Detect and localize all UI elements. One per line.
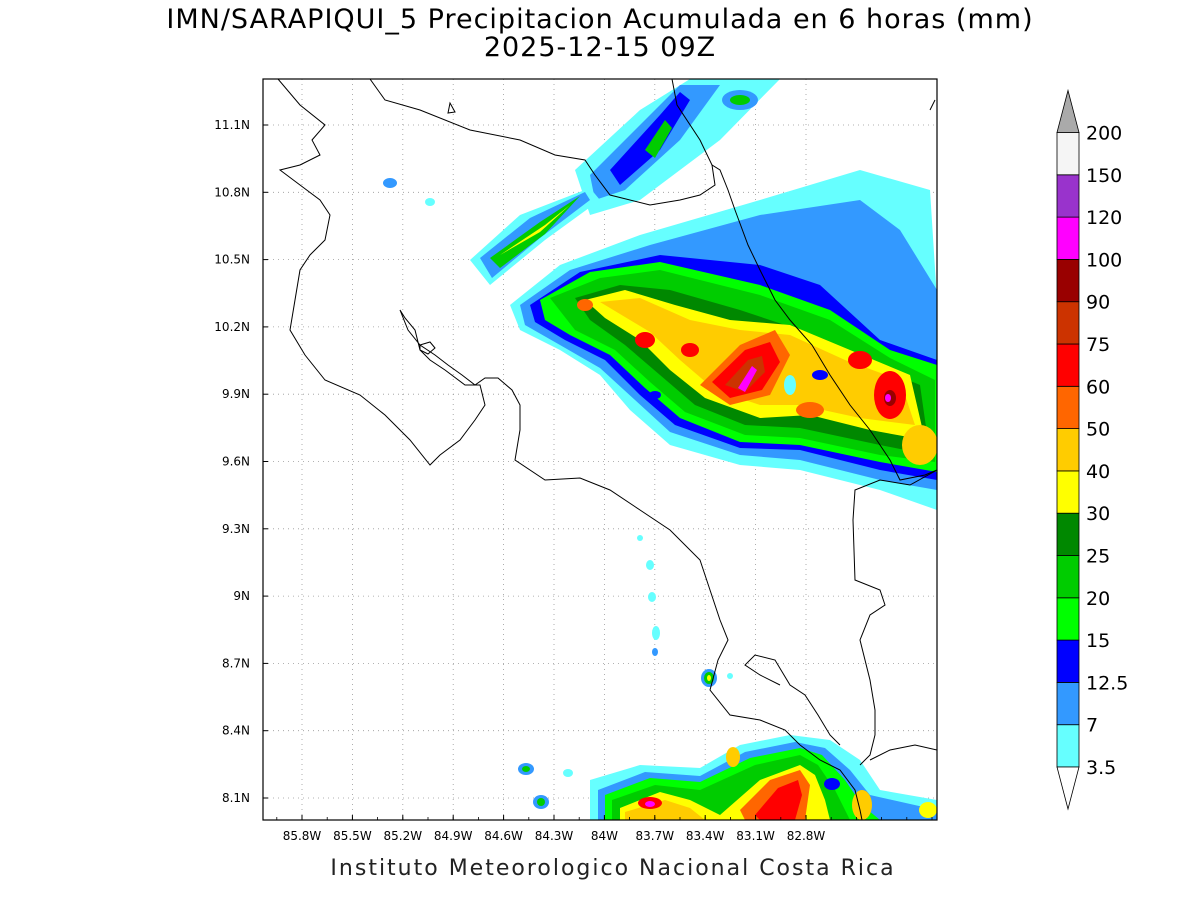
- rain-cells-scattered: [637, 535, 733, 687]
- lat-tick-label: 10.2N: [214, 320, 250, 334]
- colorbar-label: 60: [1086, 376, 1110, 398]
- map-title: IMN/SARAPIQUI_5 Precipitacion Acumulada …: [166, 4, 1034, 35]
- rain-band-10-6n: [383, 178, 600, 285]
- colorbar-label: 30: [1086, 503, 1110, 525]
- colorbar-swatch: [1056, 682, 1080, 726]
- lon-tick-label: 85.8W: [283, 829, 322, 843]
- colorbar-swatch: [1056, 258, 1080, 303]
- colorbar-label: 90: [1086, 292, 1110, 314]
- lon-tick-label: 84.9W: [434, 829, 473, 843]
- colorbar-label: 20: [1086, 588, 1110, 610]
- rain-band-main: [510, 170, 937, 510]
- colorbar-swatch: [1056, 597, 1080, 641]
- lon-tick-label: 85.2W: [384, 829, 423, 843]
- lat-tick-label: 11.1N: [214, 118, 250, 132]
- lat-tick-label: 9.3N: [222, 522, 250, 536]
- tick-marks: [263, 124, 933, 820]
- colorbar-swatch: [1056, 216, 1080, 260]
- colorbar-swatch: [1056, 512, 1080, 556]
- colorbar-label: 7: [1086, 715, 1098, 737]
- colorbar-label: 25: [1086, 546, 1110, 568]
- colorbar-swatch: [1056, 639, 1080, 683]
- colorbar-swatch: [1056, 724, 1080, 768]
- colorbar-label: 50: [1086, 419, 1110, 441]
- plot-frame: [262, 78, 938, 821]
- colorbar-swatch: [1056, 301, 1080, 345]
- footer-credit: Instituto Meteorologico Nacional Costa R…: [330, 856, 896, 881]
- colorbar-label: 150: [1086, 165, 1122, 187]
- lon-tick-label: 84.3W: [535, 829, 574, 843]
- colorbar-swatch: [1056, 470, 1080, 514]
- longitude-labels: 85.8W 85.5W 85.2W 84.9W 84.6W 84.3W 84W 83.7W 83…: [283, 829, 826, 843]
- colorbar-swatch: [1056, 555, 1080, 599]
- lat-tick-label: 10.5N: [214, 253, 250, 267]
- lon-tick-label: 82.8W: [787, 829, 826, 843]
- colorbar-label: 100: [1086, 249, 1122, 271]
- coastlines-borders: [277, 79, 937, 820]
- lon-tick-label: 83.7W: [636, 829, 675, 843]
- colorbar-swatch: [1056, 343, 1080, 387]
- colorbar-swatch: [1056, 428, 1080, 472]
- lat-tick-label: 9N: [233, 589, 250, 603]
- lat-tick-label: 9.6N: [222, 455, 250, 469]
- colorbar-swatch: [1056, 385, 1080, 429]
- latitude-labels: 11.1N 10.8N 10.5N 10.2N 9.9N 9.6N 9.3N 9N 8.7N 8.…: [214, 118, 250, 805]
- lat-tick-label: 8.4N: [222, 724, 250, 738]
- lon-tick-label: 85.5W: [333, 829, 372, 843]
- map-subtitle-date: 2025-12-15 09Z: [483, 32, 717, 63]
- lon-tick-label: 84W: [591, 829, 618, 843]
- lat-tick-label: 10.8N: [214, 185, 250, 199]
- colorbar: 3.5 7 12.5 15 20 25 30 40 50 60 75 90 100 120 150 200: [1056, 88, 1128, 811]
- lon-tick-label: 83.4W: [686, 829, 725, 843]
- lat-tick-label: 8.7N: [222, 656, 250, 670]
- colorbar-label: 3.5: [1086, 757, 1116, 779]
- rain-band-north: [575, 79, 780, 215]
- precipitation-field: [383, 79, 937, 820]
- colorbar-label: 75: [1086, 334, 1110, 356]
- colorbar-top-arrow: [1056, 88, 1080, 133]
- colorbar-label: 120: [1086, 207, 1122, 229]
- colorbar-bottom-arrow: [1056, 766, 1080, 811]
- rain-band-south: [518, 735, 937, 820]
- colorbar-label: 12.5: [1086, 672, 1128, 694]
- colorbar-swatch: [1056, 132, 1080, 176]
- lon-tick-label: 84.6W: [484, 829, 523, 843]
- lat-tick-label: 8.1N: [222, 791, 250, 805]
- colorbar-label: 40: [1086, 461, 1110, 483]
- colorbar-label: 15: [1086, 630, 1110, 652]
- colorbar-swatch: [1056, 174, 1080, 218]
- lon-tick-label: 83.1W: [736, 829, 775, 843]
- lat-tick-label: 9.9N: [222, 387, 250, 401]
- colorbar-label: 200: [1086, 123, 1122, 145]
